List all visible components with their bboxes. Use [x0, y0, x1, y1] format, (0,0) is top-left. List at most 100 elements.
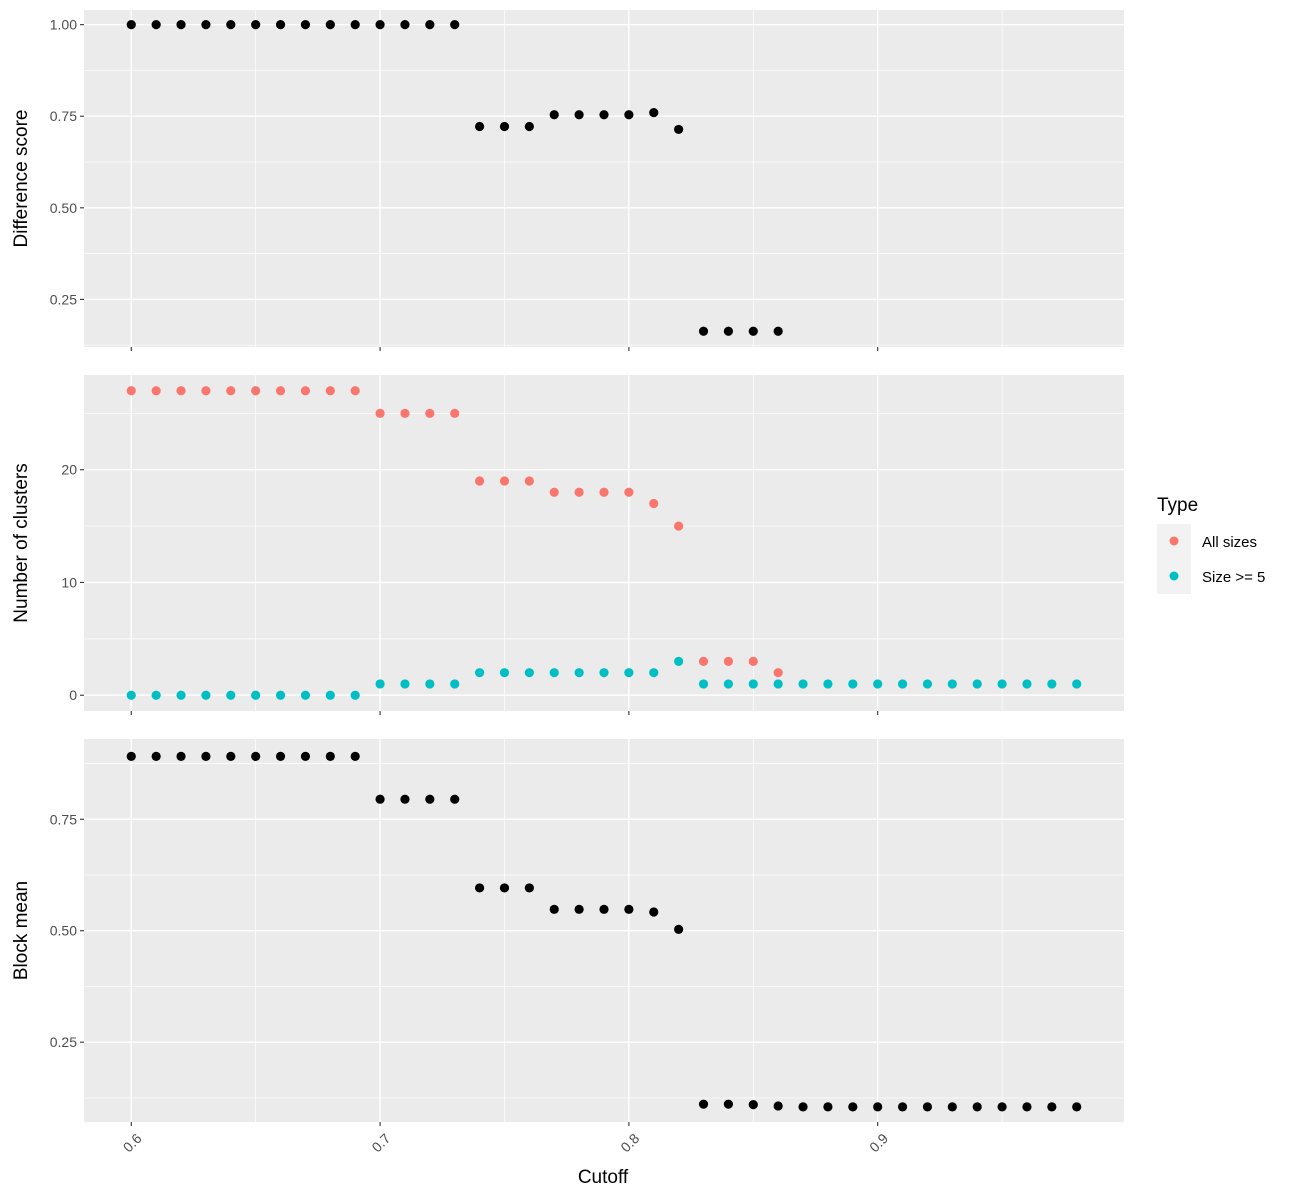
data-point	[300, 690, 311, 700]
data-point	[201, 386, 211, 396]
data-point	[748, 679, 758, 689]
y-tick-label: 1.00	[50, 17, 77, 33]
data-point	[649, 107, 659, 118]
data-point	[823, 1102, 833, 1112]
data-point	[698, 656, 709, 666]
data-point	[151, 690, 161, 700]
data-point	[251, 20, 261, 30]
data-point	[698, 1099, 709, 1109]
x-tick-label: 0.7	[368, 1130, 393, 1155]
data-point	[773, 679, 783, 689]
data-point	[400, 794, 410, 804]
data-point	[674, 124, 684, 135]
data-point	[474, 476, 485, 486]
data-point	[251, 690, 261, 700]
data-point	[1022, 1102, 1032, 1112]
data-point	[674, 521, 684, 531]
data-point	[325, 386, 335, 396]
data-point	[997, 1102, 1007, 1112]
data-point	[524, 121, 534, 132]
data-point	[126, 751, 136, 761]
data-point	[350, 20, 360, 30]
data-point	[400, 20, 410, 30]
data-point	[176, 386, 186, 396]
data-point	[549, 487, 559, 497]
series-2	[126, 656, 1082, 700]
data-point	[674, 924, 684, 934]
data-point	[375, 408, 385, 418]
panel-3: 0.25 0.50 0.75 0.6 0.7 0.8 0.9 Block mean	[11, 739, 1124, 1155]
data-point	[823, 679, 833, 689]
legend-title: Type	[1157, 495, 1198, 516]
data-point	[723, 656, 734, 666]
data-point	[723, 326, 734, 336]
data-point	[499, 883, 510, 893]
data-point	[499, 668, 510, 678]
data-point	[375, 679, 385, 689]
series-1	[126, 751, 1082, 1112]
data-point	[226, 690, 236, 700]
panel-1: 0.25 0.50 0.75 1.00 Difference score	[11, 10, 1124, 351]
data-point	[176, 751, 186, 761]
data-point	[723, 679, 734, 689]
data-point	[649, 668, 659, 678]
y-tick-label: 0.25	[50, 291, 77, 307]
data-point	[674, 656, 684, 666]
data-point	[922, 1102, 933, 1112]
data-point	[723, 1099, 734, 1109]
data-point	[972, 679, 982, 689]
legend-key-background	[1157, 524, 1191, 594]
data-point	[450, 20, 460, 30]
data-point	[897, 1102, 908, 1112]
data-point	[748, 656, 758, 666]
data-point	[300, 386, 311, 396]
data-point	[474, 668, 485, 678]
data-point	[698, 326, 709, 336]
data-point	[798, 1102, 808, 1112]
data-point	[176, 690, 186, 700]
data-point	[325, 20, 335, 30]
data-point	[375, 794, 385, 804]
x-axis-title: Cutoff	[578, 1167, 629, 1188]
data-point	[251, 386, 261, 396]
data-point	[624, 487, 634, 497]
y-tick-label: 0	[69, 687, 77, 703]
data-point	[350, 690, 360, 700]
y-tick-label: 0.75	[50, 108, 77, 124]
x-tick-label: 0.8	[617, 1130, 642, 1155]
data-point	[425, 408, 435, 418]
panel-background	[84, 10, 1124, 347]
data-point	[1047, 1102, 1057, 1112]
y-tick-label: 10	[61, 574, 77, 590]
y-tick-label: 0.25	[50, 1034, 77, 1050]
data-point	[1022, 679, 1032, 689]
data-point	[624, 668, 634, 678]
y-axis-title: Number of clusters	[11, 463, 32, 622]
data-point	[873, 679, 883, 689]
y-tick-label: 0.50	[50, 200, 77, 216]
panel-background	[84, 375, 1124, 711]
legend-label-all-sizes: All sizes	[1202, 534, 1257, 551]
data-point	[972, 1102, 982, 1112]
data-point	[126, 20, 136, 30]
data-point	[698, 679, 709, 689]
panels: 0.25 0.50 0.75 1.00 Difference score 0 10 20 Num…	[11, 10, 1124, 1155]
data-point	[599, 904, 609, 914]
data-point	[574, 110, 584, 120]
data-point	[275, 20, 286, 30]
data-point	[300, 20, 311, 30]
data-point	[176, 20, 186, 30]
data-point	[873, 1102, 883, 1112]
data-point	[201, 690, 211, 700]
data-point	[524, 883, 534, 893]
data-point	[1047, 679, 1057, 689]
data-point	[226, 20, 236, 30]
series-1	[126, 20, 783, 336]
data-point	[1072, 679, 1082, 689]
data-point	[350, 386, 360, 396]
x-tick-label: 0.9	[866, 1130, 891, 1155]
data-point	[474, 121, 485, 132]
data-point	[599, 487, 609, 497]
data-point	[226, 751, 236, 761]
